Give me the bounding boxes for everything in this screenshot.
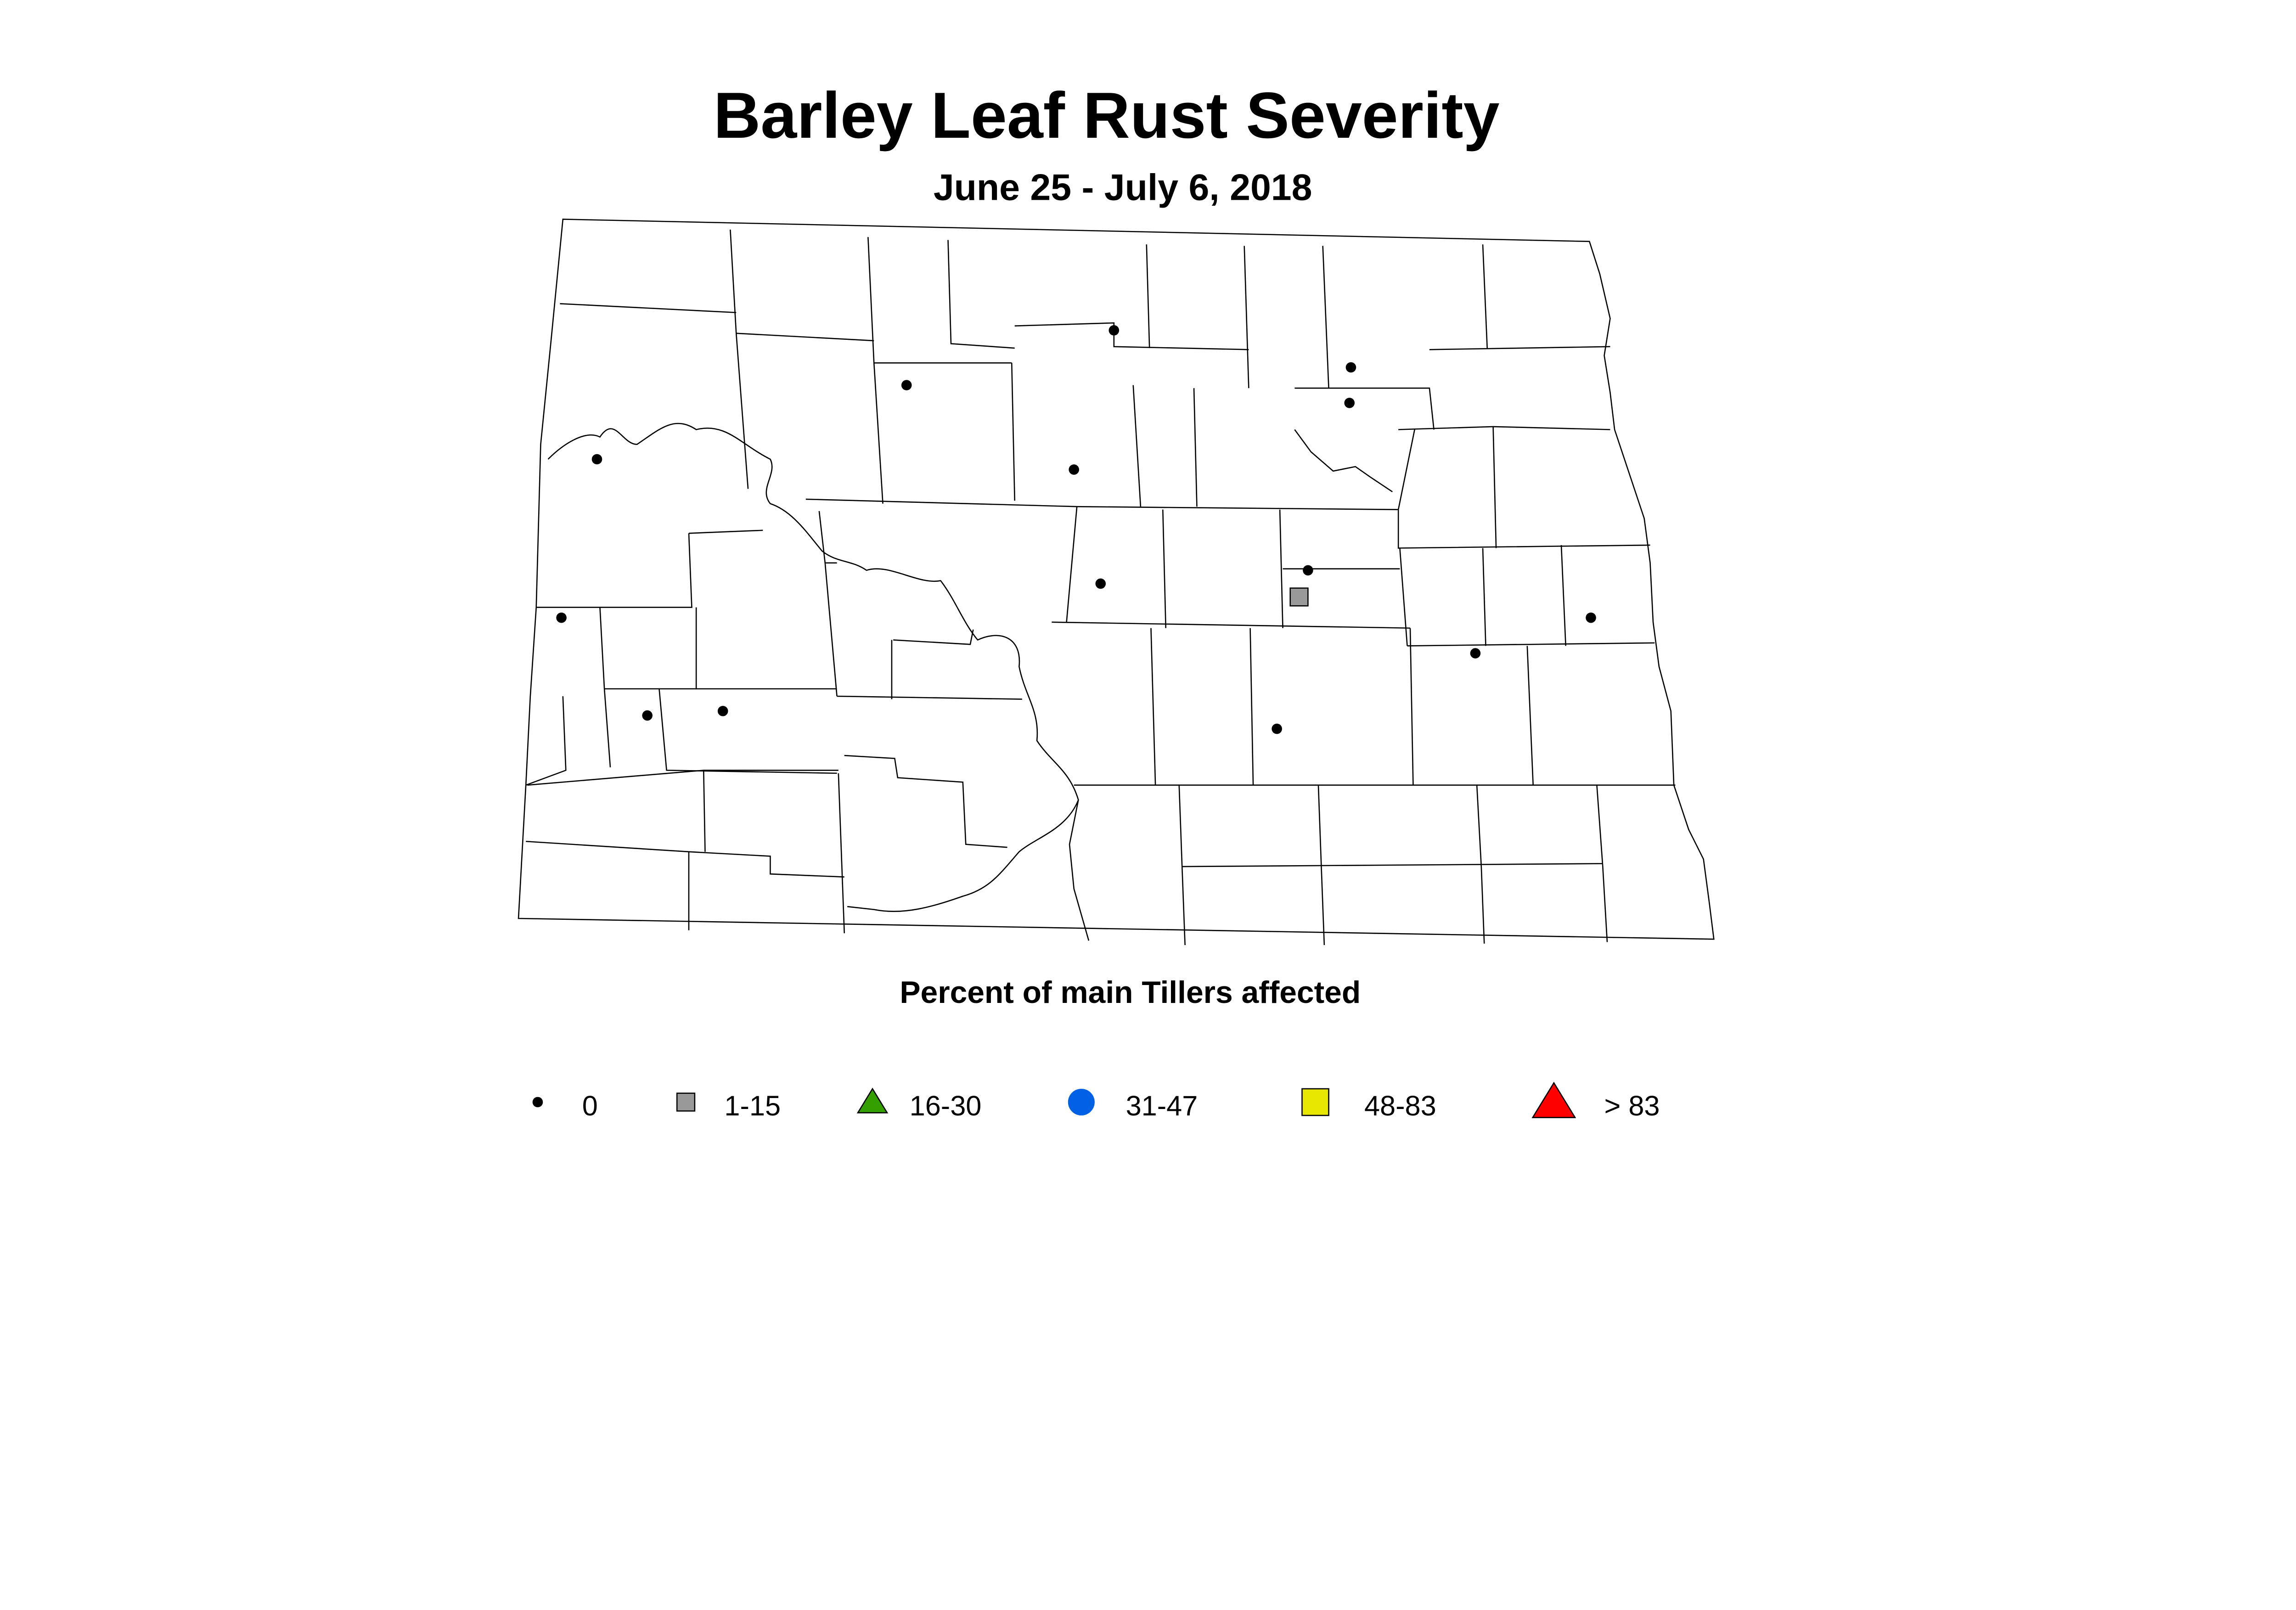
legend-label: 1-15 — [724, 1090, 781, 1121]
county-boundary — [730, 229, 737, 333]
county-boundary — [1279, 509, 1283, 628]
county-boundary — [805, 498, 1077, 507]
legend-title: Percent of main Tillers affected — [900, 975, 1361, 1010]
county-boundary — [1193, 388, 1198, 507]
county-boundary — [824, 563, 838, 697]
county-boundary — [1407, 642, 1655, 647]
observation-point — [1069, 464, 1080, 475]
county-boundary — [1294, 429, 1393, 493]
county-boundary — [1146, 244, 1150, 349]
observation-point — [1095, 578, 1106, 589]
legend-symbol-triangle — [856, 1087, 889, 1114]
county-boundary — [1429, 346, 1610, 350]
county-boundary — [536, 533, 692, 608]
legend-symbol-circle — [1068, 1088, 1095, 1116]
county-boundary — [1397, 509, 1650, 549]
county-boundary — [695, 607, 837, 690]
observation-point — [1109, 325, 1120, 336]
county-boundary — [1182, 863, 1603, 867]
north-dakota-counties — [518, 219, 1715, 946]
observation-points — [556, 325, 1596, 734]
county-boundary — [688, 529, 763, 534]
county-boundary — [1162, 509, 1166, 628]
county-boundary — [658, 688, 837, 774]
observation-point — [642, 710, 653, 721]
legend-label: 48-83 — [1364, 1090, 1436, 1121]
county-boundary — [526, 840, 844, 878]
map-figure: Barley Leaf Rust Severity June 25 - July… — [518, 79, 1715, 1122]
legend-label: 31-47 — [1126, 1090, 1198, 1121]
county-boundary — [547, 422, 1079, 912]
observation-point — [1289, 587, 1309, 607]
county-boundary — [1409, 628, 1414, 785]
county-boundary — [1398, 426, 1610, 430]
county-boundary — [1476, 785, 1485, 944]
legend-label: 0 — [582, 1090, 598, 1121]
county-boundary — [1317, 785, 1325, 946]
observation-point — [1586, 612, 1596, 623]
observation-point — [556, 612, 567, 623]
observation-point — [591, 454, 602, 465]
county-boundary — [867, 237, 1012, 364]
county-boundary — [736, 332, 874, 342]
county-boundary — [1052, 621, 1410, 629]
county-boundary — [947, 240, 1015, 349]
observation-point — [717, 706, 728, 716]
county-boundary — [844, 754, 1007, 848]
county-boundary — [1132, 385, 1142, 507]
county-boundary — [1066, 507, 1078, 622]
observation-point — [1303, 565, 1313, 576]
observation-point — [1272, 723, 1282, 734]
county-boundary — [1294, 387, 1435, 430]
county-boundary — [1492, 426, 1497, 548]
observation-point — [901, 380, 912, 390]
county-boundary — [1322, 246, 1329, 388]
observation-point — [1345, 362, 1356, 373]
legend-symbol-dot — [532, 1097, 543, 1108]
county-boundary — [1397, 429, 1415, 510]
map-svg: Barley Leaf Rust Severity June 25 - July… — [518, 79, 1715, 1121]
county-boundary — [1249, 628, 1254, 785]
map-title: Barley Leaf Rust Severity — [714, 79, 1500, 152]
county-boundary — [1526, 646, 1534, 785]
county-boundary — [599, 607, 697, 690]
county-boundary — [1150, 628, 1156, 785]
county-boundary — [1482, 244, 1488, 349]
county-boundary — [525, 696, 567, 786]
county-boundary — [1011, 363, 1015, 501]
county-boundary — [1482, 548, 1486, 646]
county-boundary — [603, 688, 611, 768]
legend-label: 16-30 — [910, 1090, 982, 1121]
county-boundary — [1077, 506, 1399, 510]
county-boundary — [1178, 785, 1186, 946]
legend-label: > 83 — [1604, 1090, 1660, 1121]
county-boundary — [735, 333, 749, 489]
legend-symbol-square — [676, 1092, 696, 1112]
map-subtitle: June 25 - July 6, 2018 — [934, 167, 1312, 208]
county-boundary — [1014, 322, 1249, 350]
state-outline — [518, 219, 1715, 940]
legend-symbol-triangle — [1531, 1081, 1576, 1118]
county-boundary — [703, 770, 706, 852]
county-boundary — [1596, 785, 1608, 942]
county-boundary — [893, 629, 974, 645]
county-boundary — [1560, 545, 1566, 646]
county-boundary — [873, 363, 884, 504]
county-boundary — [837, 695, 1022, 700]
county-boundary — [1069, 799, 1090, 941]
observation-point — [1344, 398, 1355, 408]
legend-symbol-square — [1301, 1088, 1329, 1116]
county-boundary — [1244, 246, 1249, 388]
observation-point — [1470, 648, 1481, 659]
legend: 0 1-15 16-30 31-47 48-83 > 83 — [532, 1081, 1660, 1121]
county-boundary — [1399, 548, 1408, 646]
county-boundary — [818, 511, 837, 564]
county-boundary — [838, 773, 845, 934]
county-boundary — [560, 303, 737, 313]
